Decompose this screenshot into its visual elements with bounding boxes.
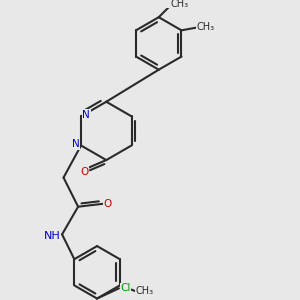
Text: NH: NH (44, 231, 60, 241)
Text: CH₃: CH₃ (171, 0, 189, 9)
Text: N: N (72, 139, 80, 149)
Text: CH₃: CH₃ (136, 286, 154, 296)
Text: Cl: Cl (120, 283, 130, 293)
Text: O: O (80, 167, 88, 177)
Text: N: N (82, 110, 90, 120)
Text: O: O (103, 199, 111, 209)
Text: CH₃: CH₃ (196, 22, 215, 32)
